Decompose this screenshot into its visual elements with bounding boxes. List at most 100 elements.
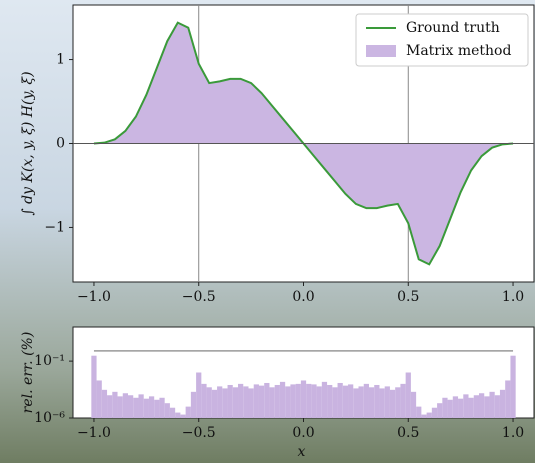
bar: [175, 412, 181, 418]
x-tick-label: −1.0: [77, 289, 111, 305]
bar: [128, 395, 134, 418]
bar: [169, 407, 176, 418]
bar: [133, 397, 139, 418]
bar: [154, 399, 160, 418]
bar: [316, 386, 322, 418]
bar: [227, 384, 233, 418]
x-tick-label: 0.0: [292, 289, 314, 305]
bar: [180, 414, 186, 418]
bar: [232, 387, 239, 418]
x-tick-label: 1.0: [502, 289, 524, 305]
legend-swatch: [366, 45, 396, 57]
y-axis-label: ∫ dy K(x, y, ξ) H(y, ξ): [20, 71, 36, 215]
bar: [489, 391, 495, 418]
bar: [478, 393, 485, 418]
bar: [327, 384, 333, 418]
bar: [148, 396, 155, 418]
bar: [196, 372, 202, 418]
bar: [264, 382, 270, 418]
bar: [353, 388, 359, 418]
bar: [138, 394, 144, 418]
bar: [437, 403, 443, 418]
bar: [499, 389, 506, 418]
y-axis-label: rel. err. (%): [20, 332, 36, 414]
bar: [468, 397, 474, 418]
bar: [395, 387, 401, 418]
bar: [201, 383, 207, 418]
bar: [484, 396, 490, 418]
bar: [185, 406, 191, 418]
bar: [269, 387, 275, 418]
bar: [107, 395, 113, 418]
bar: [416, 406, 422, 418]
bar: [505, 380, 511, 418]
bar: [410, 391, 417, 418]
bar: [112, 391, 118, 418]
x-tick-label: −0.5: [182, 425, 216, 441]
x-axis-label: x: [298, 444, 306, 460]
bar: [243, 386, 249, 418]
bar: [91, 355, 97, 418]
bar: [164, 403, 170, 418]
bar: [447, 399, 453, 418]
y-tick-label: 10⁻⁶: [34, 410, 65, 426]
bar: [400, 383, 406, 418]
y-tick-label: 0: [56, 136, 65, 152]
bar: [274, 384, 280, 418]
bar: [442, 397, 448, 418]
bar: [290, 384, 296, 418]
bar: [238, 383, 244, 418]
bar: [332, 387, 338, 418]
bar: [311, 384, 317, 418]
bar: [300, 380, 307, 418]
legend-box: [355, 13, 529, 67]
bar: [206, 387, 212, 418]
bar: [431, 407, 438, 418]
x-tick-label: 0.5: [397, 425, 419, 441]
legend-label: Matrix method: [406, 43, 511, 59]
bar: [279, 381, 286, 418]
x-tick-label: 0.0: [292, 425, 314, 441]
x-tick-label: −0.5: [182, 289, 216, 305]
x-tick-label: 0.5: [397, 289, 419, 305]
bar: [117, 396, 123, 418]
y-tick-label: 1: [56, 52, 65, 68]
bar: [190, 391, 197, 418]
bar: [348, 384, 354, 418]
bar: [368, 387, 375, 418]
x-tick-label: −1.0: [77, 425, 111, 441]
bar: [337, 382, 343, 418]
bar: [285, 386, 291, 418]
bar: [143, 398, 149, 418]
bar: [463, 394, 469, 418]
bar: [306, 383, 312, 418]
bar: [122, 393, 129, 418]
bar: [321, 381, 328, 418]
bar: [452, 396, 459, 418]
bar: [342, 385, 349, 418]
bar: [101, 389, 108, 418]
bar: [421, 414, 427, 418]
bar: [96, 380, 102, 418]
bar: [222, 388, 228, 418]
bar: [405, 372, 411, 418]
bar: [358, 386, 364, 418]
legend-label: Ground truth: [406, 20, 500, 36]
x-tick-label: 1.0: [502, 425, 524, 441]
bar: [389, 389, 396, 418]
bar: [211, 389, 218, 418]
bar: [384, 386, 390, 418]
bar: [426, 412, 432, 418]
bar: [363, 383, 369, 418]
bar: [458, 398, 464, 418]
bar: [159, 397, 165, 418]
bar: [248, 388, 254, 418]
bar: [473, 395, 479, 418]
bar: [374, 384, 380, 418]
bar: [217, 386, 223, 418]
bar: [295, 383, 301, 418]
y-tick-label: −1: [44, 219, 65, 235]
bar: [253, 384, 259, 418]
bar: [510, 355, 516, 418]
